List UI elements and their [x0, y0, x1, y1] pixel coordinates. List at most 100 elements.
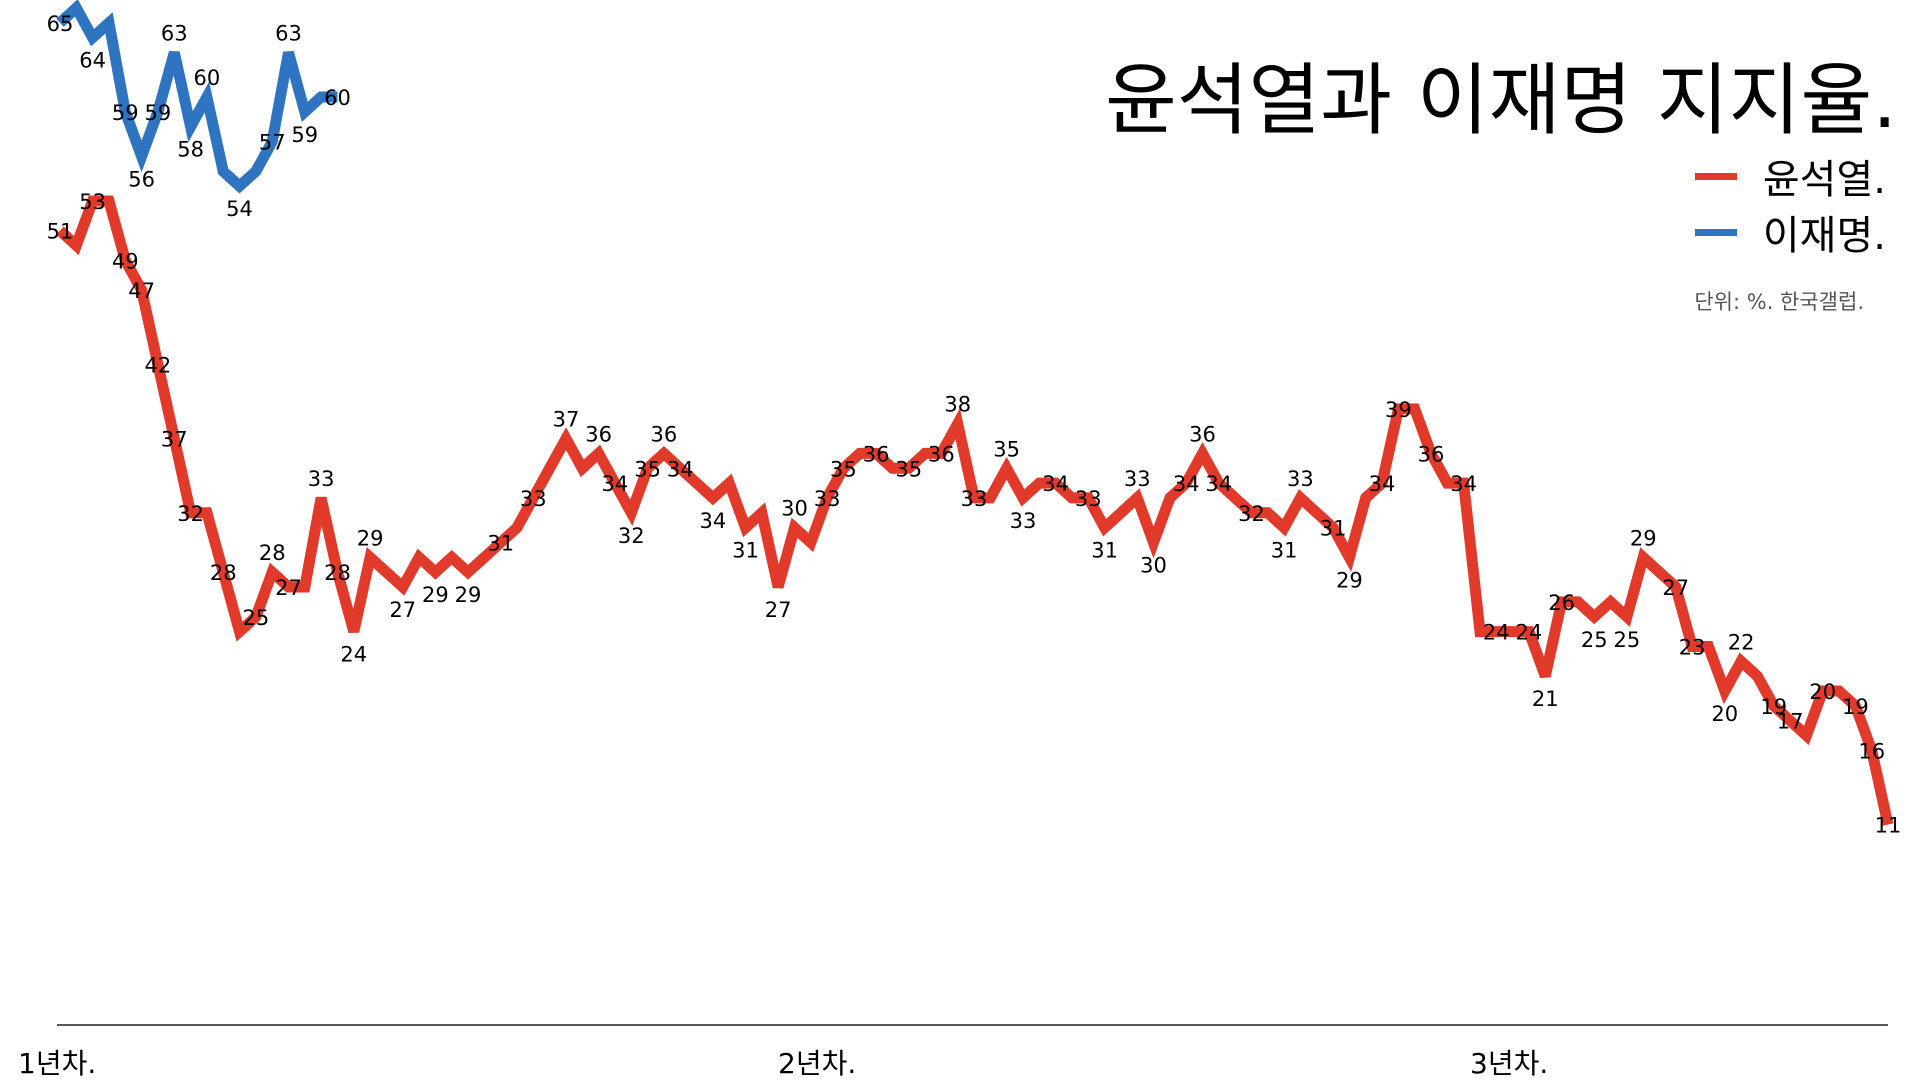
data-label: 33: [308, 467, 335, 491]
data-label: 28: [259, 541, 286, 565]
data-label: 31: [1320, 517, 1347, 541]
data-label: 59: [291, 123, 318, 147]
data-label: 33: [1010, 509, 1037, 533]
data-label: 59: [145, 101, 172, 125]
data-label: 34: [1042, 472, 1069, 496]
data-label: 34: [667, 457, 694, 481]
data-label: 63: [161, 22, 188, 46]
data-label: 39: [1385, 398, 1412, 422]
data-label: 60: [194, 66, 221, 90]
data-label: 36: [585, 422, 612, 446]
data-label: 33: [814, 487, 841, 511]
data-label: 49: [112, 249, 139, 273]
data-label: 58: [177, 138, 204, 162]
data-label: 20: [1809, 680, 1836, 704]
data-label: 34: [1450, 472, 1477, 496]
source-note: 단위: %. 한국갤럽.: [1694, 290, 1864, 314]
data-label: 65: [47, 12, 74, 36]
data-label: 29: [1630, 526, 1657, 550]
data-label: 22: [1728, 630, 1755, 654]
data-label: 31: [1091, 539, 1118, 563]
data-label: 37: [553, 408, 580, 432]
x-label-year-3: 3년차.: [1470, 1047, 1549, 1080]
legend-swatch-lee: [1694, 228, 1737, 236]
data-label: 54: [226, 197, 253, 221]
data-label: 34: [700, 509, 727, 533]
data-label: 24: [1516, 621, 1543, 645]
data-label: 33: [1287, 467, 1314, 491]
data-label: 29: [1336, 568, 1363, 592]
data-label: 35: [993, 437, 1020, 461]
data-label: 42: [145, 353, 172, 377]
data-label: 29: [455, 583, 482, 607]
x-label-year-1: 1년차.: [18, 1047, 97, 1080]
series-line-lee: [56, 0, 338, 194]
data-label: 59: [112, 101, 139, 125]
data-label: 16: [1858, 739, 1885, 763]
legend: 윤석열. 이재명.: [1694, 148, 1886, 260]
data-label: 24: [1483, 621, 1510, 645]
data-label: 33: [961, 487, 988, 511]
data-label: 53: [79, 190, 106, 214]
data-label: 32: [177, 502, 204, 526]
data-label: 28: [210, 561, 237, 585]
data-label: 28: [324, 561, 351, 585]
data-label: 20: [1711, 702, 1738, 726]
data-label: 36: [863, 442, 890, 466]
data-label: 37: [161, 428, 188, 452]
data-label: 17: [1777, 710, 1804, 734]
data-label: 27: [1662, 576, 1689, 600]
data-label: 32: [618, 524, 645, 548]
data-label: 29: [422, 583, 449, 607]
data-label: 27: [765, 598, 792, 622]
data-label: 32: [1238, 502, 1265, 526]
data-label: 31: [487, 532, 514, 556]
data-label: 63: [275, 22, 302, 46]
data-label: 25: [243, 606, 270, 630]
data-label: 33: [1075, 487, 1102, 511]
data-label: 30: [1140, 554, 1167, 578]
data-label: 38: [944, 393, 971, 417]
data-label: 11: [1875, 814, 1902, 838]
data-label: 31: [1271, 539, 1298, 563]
data-label: 21: [1532, 687, 1559, 711]
data-label: 27: [389, 598, 416, 622]
data-label: 24: [340, 643, 367, 667]
x-label-year-2: 2년차.: [778, 1047, 857, 1080]
data-label: 26: [1548, 591, 1575, 615]
data-label: 19: [1760, 695, 1787, 719]
data-label: 19: [1842, 695, 1869, 719]
data-label: 57: [259, 131, 286, 155]
data-label: 29: [357, 526, 384, 550]
legend-label-yoon: 윤석열.: [1762, 157, 1886, 203]
data-label: 51: [47, 220, 74, 244]
legend-swatch-yoon: [1694, 172, 1737, 180]
data-label: 35: [634, 457, 661, 481]
data-label: 64: [79, 49, 106, 73]
data-label: 56: [128, 167, 155, 191]
data-label: 35: [895, 457, 922, 481]
data-label: 25: [1581, 628, 1608, 652]
data-label: 34: [602, 472, 629, 496]
legend-label-lee: 이재명.: [1762, 213, 1886, 259]
data-label: 34: [1173, 472, 1200, 496]
series-line-yoon: [56, 195, 1894, 826]
data-label: 36: [928, 442, 955, 466]
data-label: 33: [1124, 467, 1151, 491]
series-layer: [56, 0, 1894, 826]
legend-item-yoon: 윤석열.: [1694, 148, 1886, 204]
legend-item-lee: 이재명.: [1694, 204, 1886, 260]
chart-title: 윤석열과 이재명 지지율.: [1105, 56, 1897, 146]
data-label: 31: [732, 539, 759, 563]
data-label: 47: [128, 279, 155, 303]
data-label: 36: [1418, 442, 1445, 466]
data-label: 34: [1205, 472, 1232, 496]
data-label: 33: [520, 487, 547, 511]
data-label: 27: [275, 576, 302, 600]
data-label: 25: [1614, 628, 1641, 652]
data-label: 23: [1679, 636, 1706, 660]
data-label: 30: [781, 497, 808, 521]
data-label: 36: [651, 422, 678, 446]
